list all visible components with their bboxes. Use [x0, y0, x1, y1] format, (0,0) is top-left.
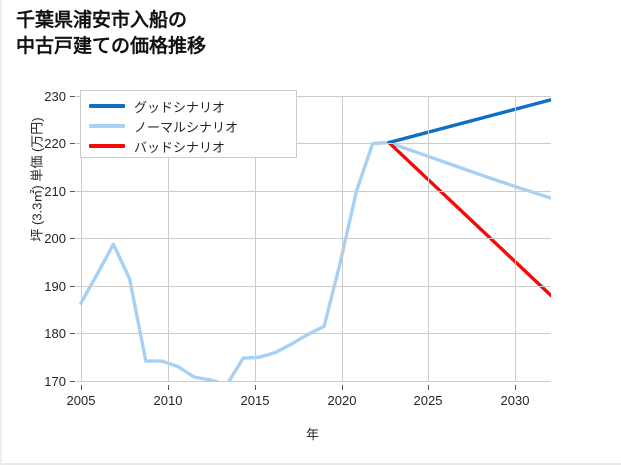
gridline-220: [76, 143, 551, 144]
ytick-label-230: 230: [44, 89, 66, 104]
ytick-label-170: 170: [44, 374, 66, 389]
x-axis-label: 年: [305, 427, 319, 442]
legend-swatch-good-icon: [89, 104, 125, 108]
gridline-170: [76, 381, 551, 382]
legend-item-good[interactable]: グッドシナリオ: [89, 96, 288, 116]
legend-label-bad: バッドシナリオ: [134, 139, 226, 155]
gridline-180: [76, 333, 551, 334]
gridline-210: [76, 191, 551, 192]
chart-legend: グッドシナリオ ノーマルシナリオ バッドシナリオ: [80, 90, 297, 158]
xtick-mark-2020: [342, 385, 343, 390]
xtick-label-2010: 2010: [153, 393, 183, 408]
xtick-mark-2025: [428, 385, 429, 390]
xtick-mark-2030: [515, 385, 516, 390]
series-lines: [79, 98, 551, 381]
gridline-200: [76, 238, 551, 239]
legend-label-good: グッドシナリオ: [134, 99, 226, 115]
ytick-mark-230: [70, 96, 75, 97]
xtick-mark-2010: [168, 385, 169, 390]
y-axis-label: 坪 (3.3㎡) 単価 (万円): [29, 117, 45, 242]
page-title: 千葉県浦安市入船の 中古戸建ての価格推移: [16, 10, 207, 57]
xtick-label-2005: 2005: [66, 393, 96, 408]
ytick-mark-190: [70, 286, 75, 287]
vgridline-2010: [168, 96, 169, 381]
vgridline-2030: [515, 96, 516, 381]
ytick-label-210: 210: [44, 184, 66, 199]
vgridline-2025: [428, 96, 429, 381]
xtick-label-2030: 2030: [500, 393, 530, 408]
ytick-mark-180: [70, 333, 75, 334]
xtick-mark-2015: [255, 385, 256, 390]
ytick-mark-210: [70, 191, 75, 192]
gridline-230: [76, 96, 551, 97]
legend-swatch-normal-icon: [89, 124, 125, 128]
ytick-label-190: 190: [44, 279, 66, 294]
xtick-mark-2005: [81, 385, 82, 390]
ytick-label-220: 220: [44, 136, 66, 151]
series-line-bad: [387, 140, 551, 298]
ytick-mark-170: [70, 381, 75, 382]
series-line-good: [387, 98, 551, 145]
xtick-label-2025: 2025: [413, 393, 443, 408]
vgridline-2020: [342, 96, 343, 381]
legend-label-normal: ノーマルシナリオ: [134, 119, 239, 135]
legend-item-bad[interactable]: バッドシナリオ: [89, 136, 288, 156]
xtick-label-2015: 2015: [240, 393, 270, 408]
vgridline-2015: [255, 96, 256, 381]
ytick-mark-220: [70, 143, 75, 144]
vgridline-2005: [81, 96, 82, 381]
xtick-label-2020: 2020: [327, 393, 357, 408]
series-line-normal: [79, 140, 551, 381]
plot-area: [76, 96, 551, 382]
ytick-label-200: 200: [44, 231, 66, 246]
ytick-label-180: 180: [44, 326, 66, 341]
legend-swatch-bad-icon: [89, 144, 125, 148]
ytick-mark-200: [70, 238, 75, 239]
legend-item-normal[interactable]: ノーマルシナリオ: [89, 116, 288, 136]
gridline-190: [76, 286, 551, 287]
